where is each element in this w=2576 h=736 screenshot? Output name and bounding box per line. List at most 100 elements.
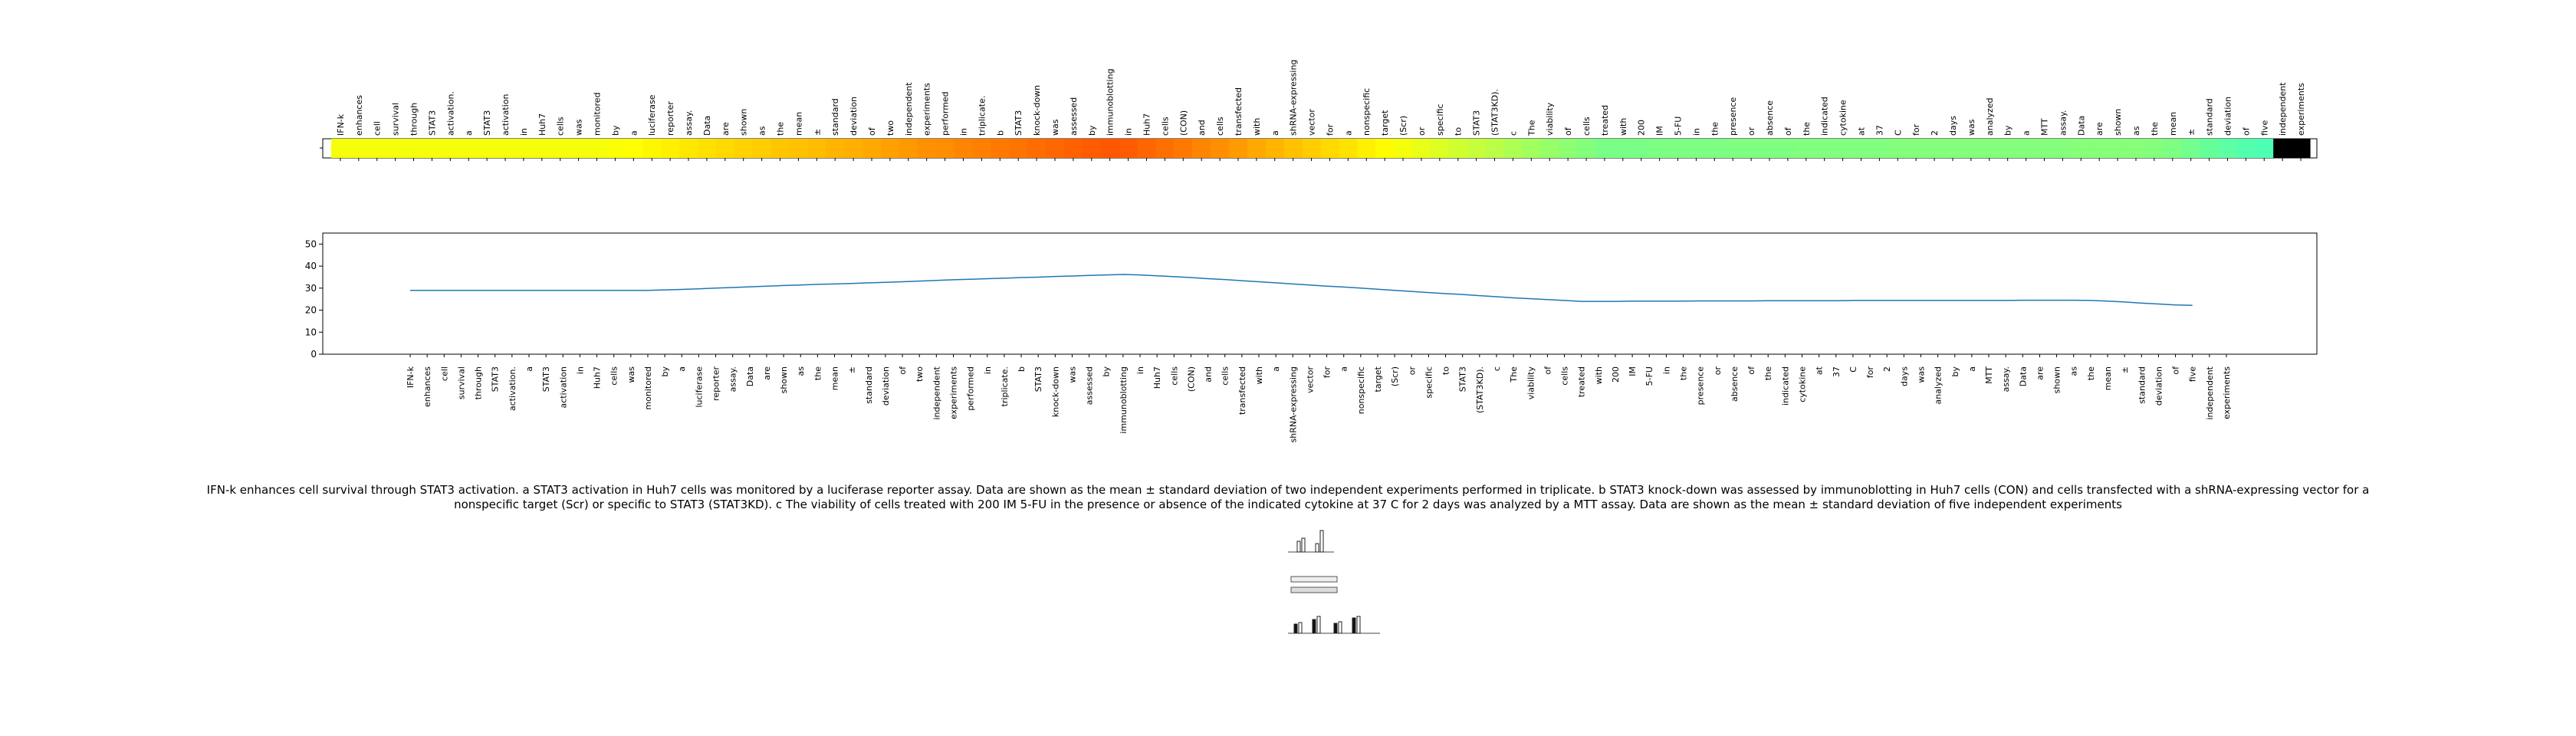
heatmap-cell bbox=[2181, 139, 2201, 158]
x-tick-label: or bbox=[1407, 366, 1417, 376]
heatmap-token-label: through bbox=[409, 103, 419, 136]
x-tick-label: 200 bbox=[1611, 366, 1621, 383]
heatmap-token-label: Data bbox=[2076, 116, 2086, 136]
heatmap-cell bbox=[991, 139, 1010, 158]
thumbnail-bar bbox=[1319, 530, 1324, 553]
x-tick-label: two bbox=[915, 366, 925, 382]
heatmap-cell bbox=[2200, 139, 2220, 158]
heatmap-token-label: b bbox=[995, 130, 1005, 136]
heatmap-cell bbox=[1100, 139, 1120, 158]
heatmap-token-label: experiments bbox=[922, 83, 932, 136]
x-tick-label: in bbox=[575, 366, 585, 374]
heatmap-token-label: reporter bbox=[665, 101, 675, 136]
heatmap-token-label: C bbox=[1893, 130, 1903, 136]
heatmap-cell bbox=[642, 139, 662, 158]
thumbnail-bar bbox=[1333, 623, 1338, 634]
x-tick-label: survival bbox=[456, 366, 466, 399]
x-tick-label: as bbox=[796, 366, 806, 376]
heatmap-cell bbox=[1411, 139, 1431, 158]
heatmap-cell bbox=[1577, 139, 1596, 158]
heatmap-token-label: independent bbox=[2278, 82, 2288, 136]
heatmap-token-label: indicated bbox=[1820, 97, 1830, 136]
heatmap-token-label: Huh7 bbox=[537, 113, 547, 136]
heatmap-cell bbox=[734, 139, 754, 158]
x-tick-label: the bbox=[1763, 366, 1773, 380]
x-tick-label: 2 bbox=[1882, 366, 1892, 372]
plot-frame bbox=[322, 232, 2318, 355]
heatmap-cell bbox=[1522, 139, 1541, 158]
heatmap-cell bbox=[679, 139, 698, 158]
heatmap-cell bbox=[1394, 139, 1413, 158]
x-tick-label: cells bbox=[1221, 366, 1230, 386]
x-tick-label: in bbox=[1135, 366, 1145, 374]
heatmap-token-label: vector bbox=[1307, 109, 1317, 136]
heatmap-token-label: shown bbox=[739, 109, 749, 136]
heatmap-cell bbox=[606, 139, 625, 158]
heatmap-cell bbox=[1485, 139, 1505, 158]
heatmap-token-label: days bbox=[1948, 116, 1958, 136]
heatmap-cell bbox=[1247, 139, 1267, 158]
heatmap-cell bbox=[1302, 139, 1322, 158]
heatmap-token-label: as bbox=[2131, 126, 2141, 136]
heatmap-token-label: IFN-k bbox=[336, 113, 346, 136]
y-tick-label: 30 bbox=[305, 283, 317, 294]
heatmap-token-label: of bbox=[1563, 127, 1573, 136]
heatmap-cell bbox=[770, 139, 790, 158]
heatmap-token-label: or bbox=[1746, 127, 1756, 136]
heatmap-cell bbox=[1668, 139, 1688, 158]
x-tick-label: by bbox=[1102, 366, 1112, 377]
heatmap-token-label: are bbox=[721, 122, 731, 136]
x-tick-label: luciferase bbox=[694, 366, 704, 408]
heatmap-token-label: assessed bbox=[1069, 97, 1079, 136]
x-tick-label: as bbox=[2069, 366, 2079, 376]
heatmap-token-label: triplicate. bbox=[977, 96, 987, 136]
x-tick-label: target bbox=[1373, 366, 1383, 392]
x-tick-label: (CON) bbox=[1186, 366, 1196, 392]
heatmap-token-label: IM bbox=[1655, 126, 1665, 136]
heatmap-token-label: the bbox=[1710, 122, 1720, 136]
x-tick-label: are bbox=[2035, 366, 2045, 380]
thumbnail-bar bbox=[1315, 543, 1319, 553]
heatmap-cell bbox=[1082, 139, 1102, 158]
heatmap-cell bbox=[1119, 139, 1138, 158]
figure-thumbnail bbox=[1285, 524, 1381, 639]
thumbnail-blot bbox=[1290, 586, 1338, 593]
heatmap-cell bbox=[1742, 139, 1761, 158]
heatmap-token-label: five bbox=[2259, 120, 2269, 136]
heatmap-cell bbox=[1595, 139, 1615, 158]
heatmap-token-label: STAT3 bbox=[1014, 110, 1024, 136]
heatmap-token-label: by bbox=[610, 125, 620, 136]
thumbnail-bar bbox=[1356, 616, 1361, 634]
x-tick-label: are bbox=[762, 366, 772, 380]
heatmap-token-label: deviation bbox=[849, 97, 859, 136]
thumbnail-bar bbox=[1338, 621, 1342, 634]
heatmap-token-label: in bbox=[1691, 128, 1701, 136]
heatmap-cell bbox=[1980, 139, 1999, 158]
heatmap-token-label: nonspecific bbox=[1362, 88, 1372, 136]
heatmap-token-label: target bbox=[1380, 110, 1390, 136]
heatmap-token-label: activation bbox=[501, 94, 511, 136]
heatmap-token-label: cells bbox=[1160, 117, 1170, 136]
x-tick-label: STAT3 bbox=[541, 366, 551, 392]
heatmap-cell bbox=[1925, 139, 1944, 158]
x-tick-label: or bbox=[1713, 366, 1723, 376]
x-tick-label: in bbox=[1661, 366, 1671, 374]
x-tick-label: for bbox=[1322, 366, 1332, 379]
heatmap-token-label: mean bbox=[794, 112, 803, 136]
heatmap-cell bbox=[1778, 139, 1798, 158]
x-tick-label: to bbox=[1441, 366, 1451, 375]
heatmap-cell bbox=[386, 139, 406, 158]
x-tick-label: at bbox=[1815, 366, 1825, 375]
heatmap-token-label: STAT3 bbox=[427, 110, 437, 136]
y-tick-label: 10 bbox=[305, 327, 317, 337]
heatmap-token-label: or bbox=[1417, 127, 1427, 136]
thumbnail-bar bbox=[1312, 619, 1316, 634]
x-tick-label: with bbox=[1254, 366, 1264, 384]
heatmap-cell bbox=[587, 139, 607, 158]
heatmap-cell bbox=[1961, 139, 1981, 158]
heatmap-token-label: (STAT3KD). bbox=[1490, 89, 1500, 136]
heatmap-token-label: performed bbox=[941, 91, 951, 136]
heatmap-cell bbox=[661, 139, 680, 158]
heatmap-token-label: by bbox=[1087, 125, 1097, 136]
heatmap-token-label: shRNA-expressing bbox=[1289, 60, 1299, 136]
